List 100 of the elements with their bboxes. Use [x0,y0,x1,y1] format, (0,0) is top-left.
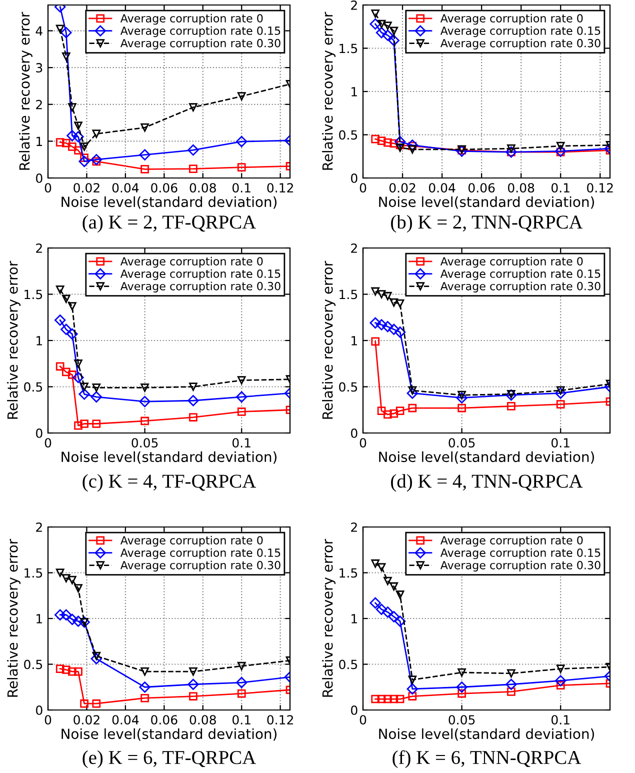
point [188,678,199,690]
point [396,144,404,152]
x-tick-label: 0.05 [448,715,475,725]
point [62,574,70,582]
point [54,609,66,620]
point [390,298,398,307]
text: (e) K = 6, TF-QRPCA [82,750,256,768]
x-tick-label: 0.08 [190,715,216,725]
point [90,391,102,403]
x-tick-label: 0.12 [587,183,613,193]
x-tick-label: 0.04 [112,715,139,725]
point [458,668,466,677]
y-tick-label: 3 [36,63,42,72]
point [56,664,64,673]
point [458,404,466,412]
point [237,376,246,384]
point [140,384,149,392]
point [62,666,70,674]
point [458,689,466,698]
point [396,694,404,704]
point [74,584,82,592]
point [390,26,398,36]
point [189,692,198,700]
x-tick-label: 0.08 [508,183,534,193]
point [140,694,149,702]
point [62,294,70,304]
legend-label: Average corruption rate 0.15 [120,548,280,560]
y-tick-label: 0 [351,428,358,438]
y-tick-label: 1.5 [340,44,358,54]
point [456,392,468,404]
x-tick-label: 0 [360,438,366,448]
legend-label: Average corruption rate 0 [120,256,263,268]
point [56,138,64,146]
point [74,359,82,368]
y-tick-label: 0.5 [339,130,358,140]
y-tick-label: 0 [36,705,42,715]
point [56,285,64,294]
point [62,138,70,148]
y-tick-label: 0.5 [339,660,358,670]
y-tick-label: 2 [351,243,357,253]
point [68,370,76,379]
point [60,324,72,336]
text: (c) K = 4, TF-QRPCA [82,474,256,492]
x-axis-title: Noise level(standard deviation) [379,451,594,464]
point [408,692,417,700]
point [370,18,381,30]
point [394,326,406,338]
point [556,400,565,408]
point [388,324,400,336]
x-tick-label: 0 [360,715,366,725]
text: (d) K = 4, TNN-QRPCA [391,474,583,492]
point [236,136,248,148]
y-tick-label: 0 [36,428,42,438]
legend-label: Average corruption rate 0.15 [440,26,600,38]
point [377,563,386,572]
point [78,156,90,168]
y-tick-label: 0 [36,173,42,183]
point [189,382,198,391]
y-tick-label: 2 [36,243,42,253]
point [382,606,394,618]
y-tick-label: 1 [352,87,357,96]
x-tick-label: 0.02 [74,183,100,193]
point [68,576,76,584]
y-tick-label: 1 [36,614,42,624]
x-tick-label: 0.06 [468,183,495,193]
point [456,682,468,693]
point [72,131,84,142]
legend-label: Average corruption rate 0 [120,536,263,547]
point [507,688,516,696]
point [237,689,246,698]
point [388,611,400,622]
x-tick-label: 0.05 [448,438,475,448]
x-tick-label: 0.02 [74,715,100,725]
point [90,653,102,664]
point [370,597,381,609]
point [188,395,199,406]
x-tick-label: 0.1 [551,438,570,448]
point [458,390,466,400]
y-tick-label: 1 [36,136,42,146]
x-axis-title: Noise level(standard deviation) [62,451,276,464]
y-tick-label: 1.5 [24,568,42,578]
point [92,130,101,138]
point [377,136,386,145]
point [377,290,386,298]
point [394,136,406,148]
legend-label: Average corruption rate 0.15 [440,269,600,280]
point [74,421,82,430]
point [376,27,388,38]
x-tick-label: 0.1 [232,438,250,448]
point [384,576,392,586]
point [507,144,516,153]
point [80,420,88,428]
point [56,24,64,34]
x-tick-label: 0.12 [267,183,293,193]
legend-label: Average corruption rate 0.15 [120,269,280,280]
point [92,420,101,428]
y-axis-title: Relative recovery error [322,260,336,419]
point [92,157,101,166]
point [396,299,404,308]
x-axis-title: Noise level(standard deviation) [379,196,594,209]
